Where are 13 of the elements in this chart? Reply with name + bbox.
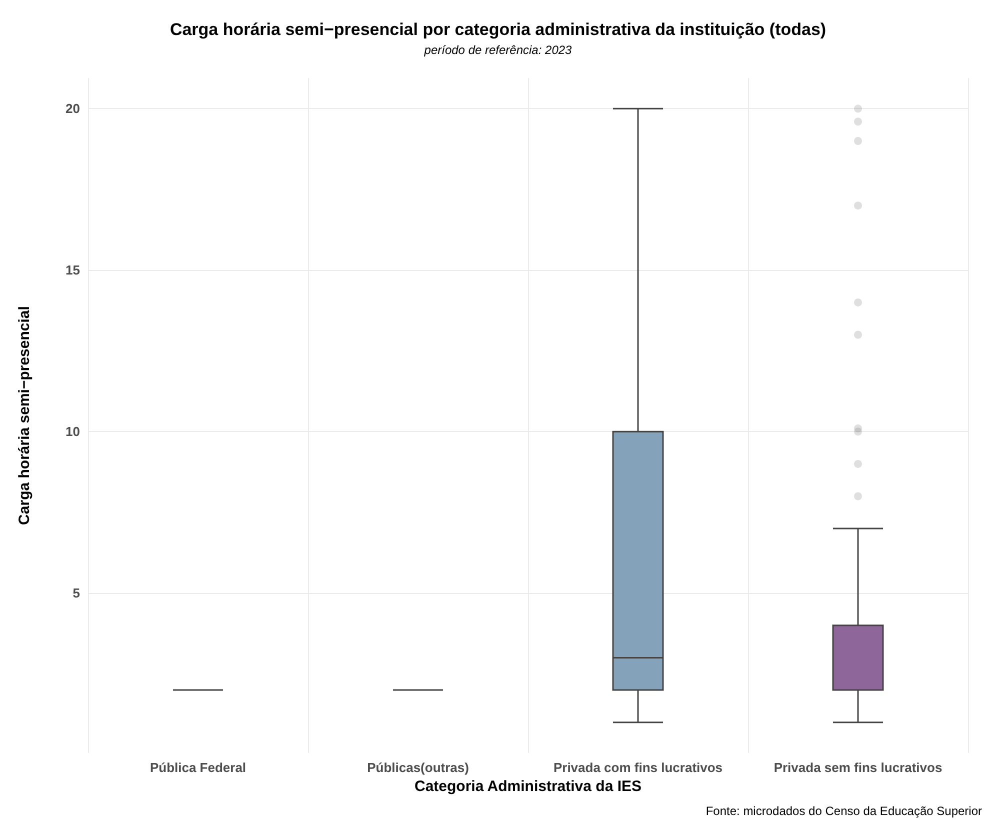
y-tick-label: 10 <box>66 424 80 440</box>
x-tick-label: Privada sem fins lucrativos <box>774 760 942 775</box>
x-tick-label: Privada com fins lucrativos <box>553 760 723 775</box>
source-note: Fonte: microdados do Censo da Educação Superior <box>706 804 982 818</box>
chart-title: Carga horária semi−presencial por categoria administrativa da instituição (todas) <box>170 20 826 39</box>
chart-subtitle: período de referência: 2023 <box>423 43 572 57</box>
x-tick-label: Públicas(outras) <box>367 760 469 775</box>
y-tick-label: 5 <box>72 586 80 601</box>
y-tick-label: 15 <box>66 262 80 278</box>
y-tick-label: 20 <box>66 101 80 116</box>
x-tick-label: Pública Federal <box>150 760 246 775</box>
y-axis-title: Carga horária semi−presencial <box>16 306 33 525</box>
x-axis-title: Categoria Administrativa da IES <box>414 778 642 795</box>
